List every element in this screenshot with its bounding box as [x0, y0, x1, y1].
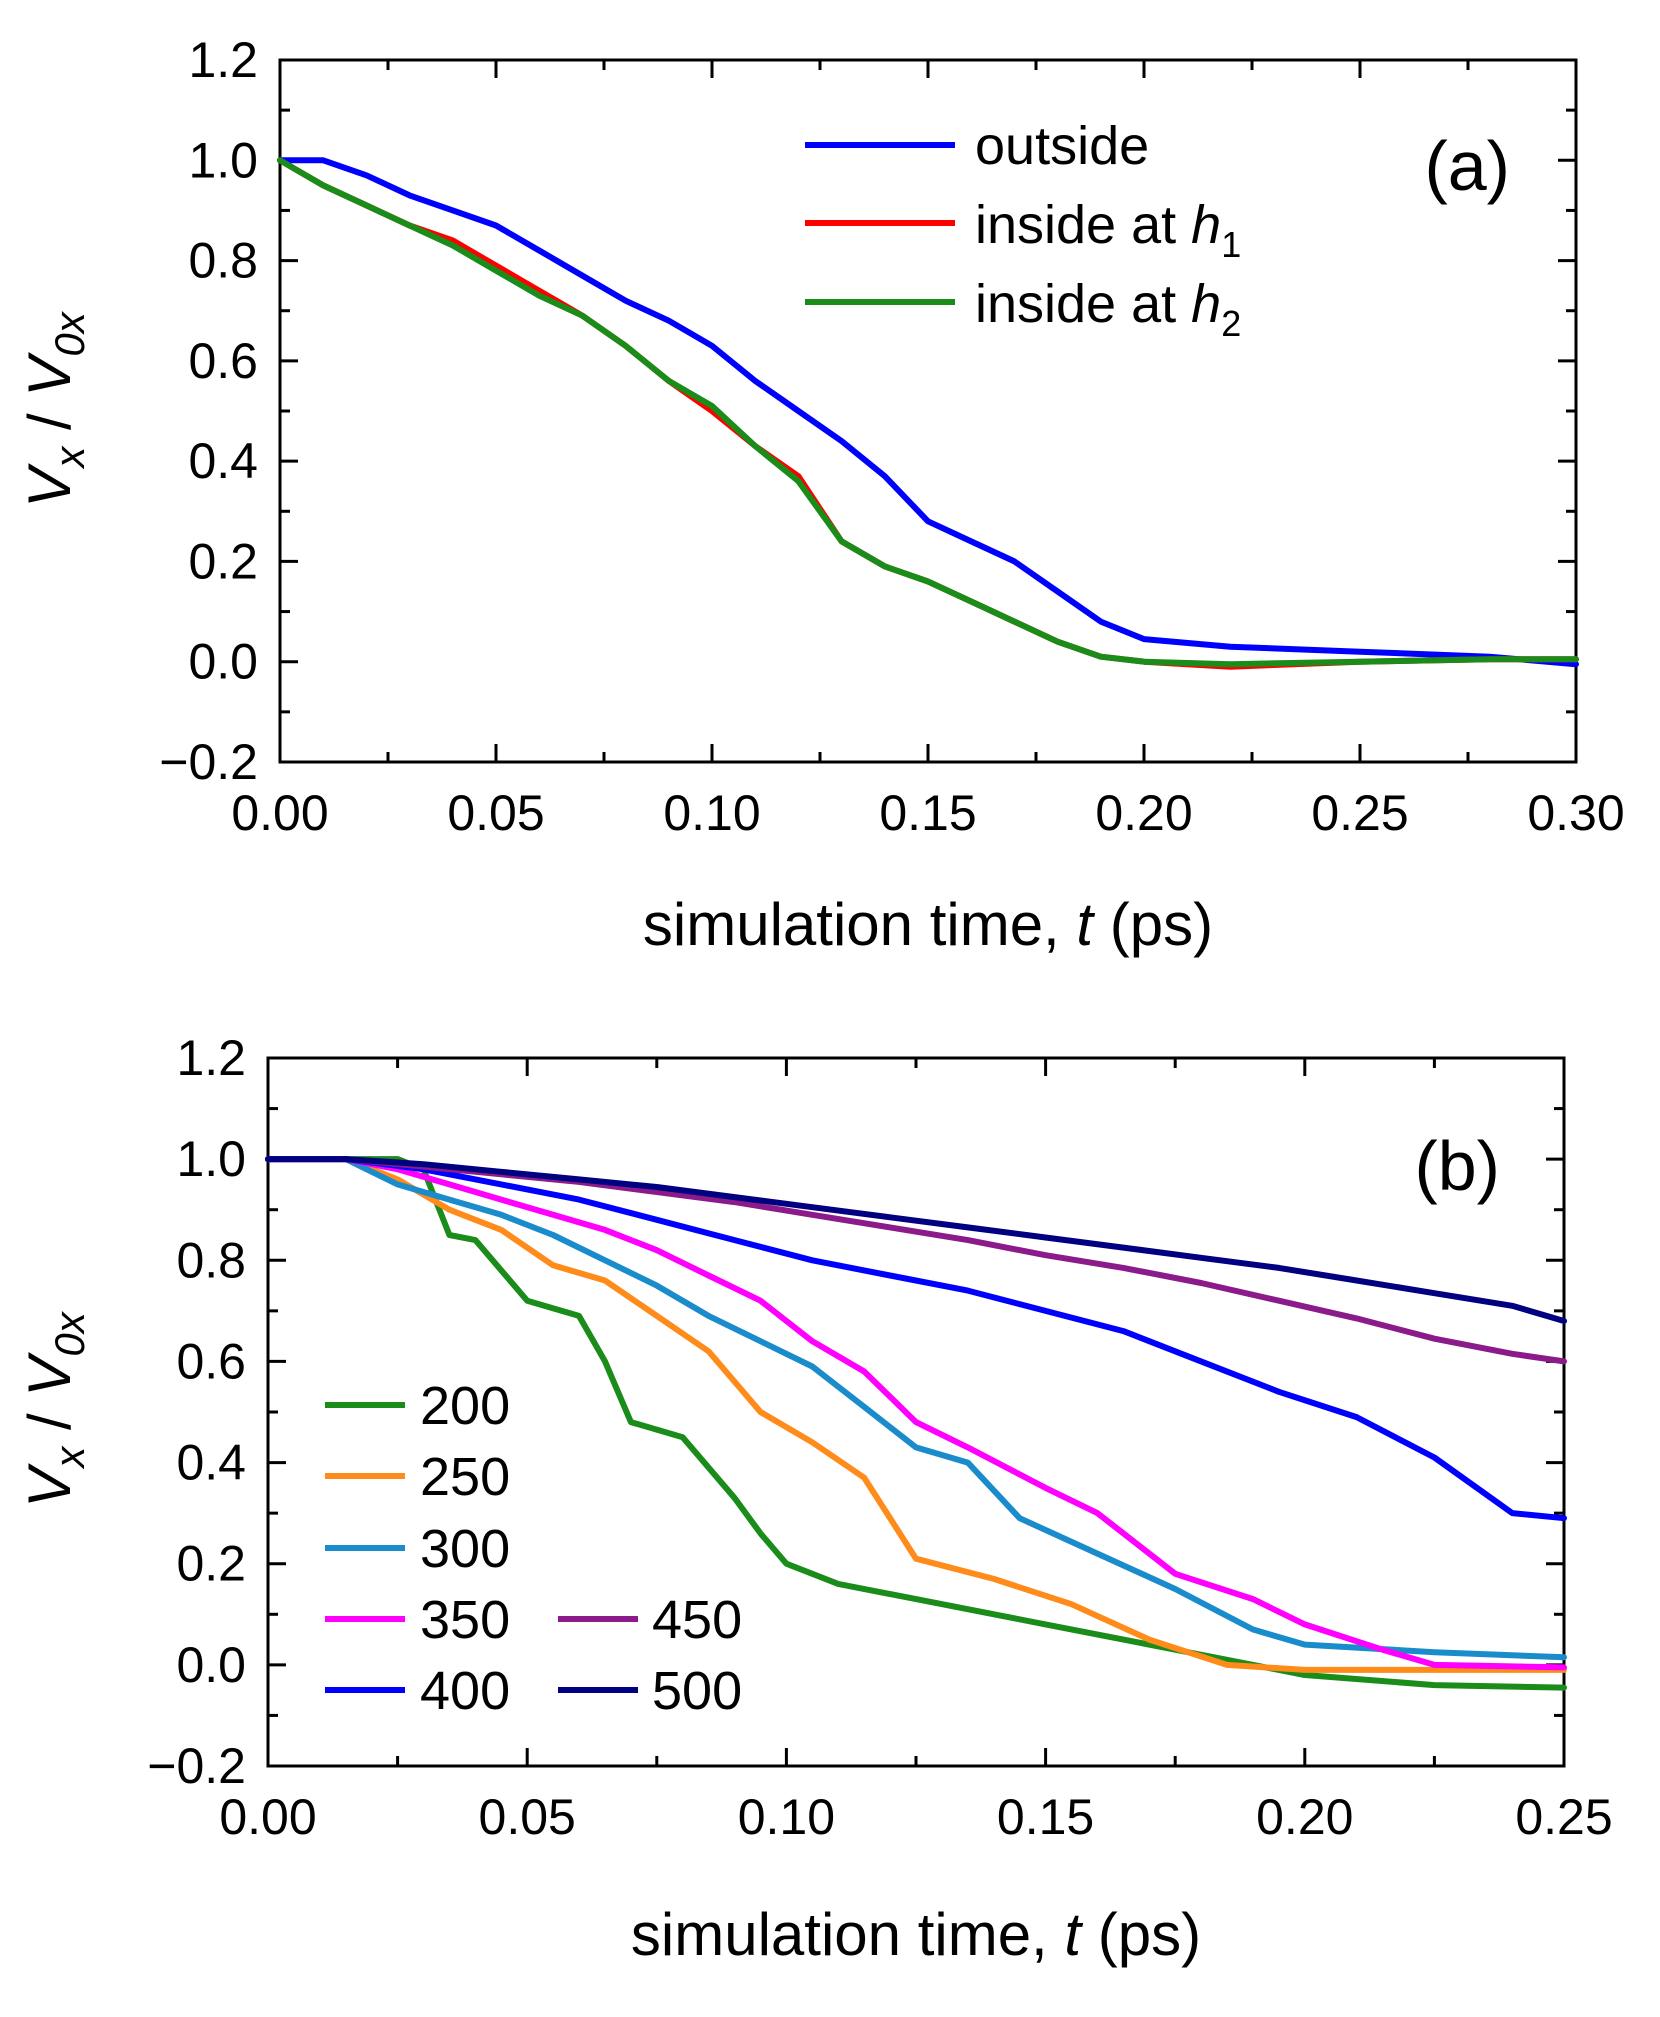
chart-panel-a: 0.00 0.05 0.10 0.15 0.20 0.25 0.30 −0.2 0.0 0.2 0.…: [16, 32, 1625, 958]
y-tick-label-a: −0.2: [159, 734, 258, 790]
legend-label-outside: outside: [975, 116, 1149, 176]
x-tick-label-a: 0.00: [231, 785, 328, 841]
y-tick-label-a: 0.6: [188, 333, 258, 389]
legend-a: outside inside at h1 inside at h2: [805, 116, 1241, 344]
series-line-b-200: [265, 1156, 1567, 1691]
series-group-b: [265, 1156, 1567, 1691]
y-tick-label-b: 0.2: [176, 1536, 246, 1592]
y-tick-label-b: 0.0: [176, 1637, 246, 1693]
plot-frame-a: [278, 58, 1578, 764]
legend-label-inside-h1: inside at h1: [975, 195, 1241, 265]
x-tick-label-a: 0.10: [663, 785, 760, 841]
legend-b: 200 250 300 350 400 450 500: [325, 1376, 742, 1721]
y-tick-label-b: 0.4: [176, 1435, 246, 1491]
axis-ticks-a: 0.00 0.05 0.10 0.15 0.20 0.25 0.30 −0.2 0.0 0.2 0.…: [159, 32, 1624, 841]
x-axis-label-b: simulation time, t (ps): [631, 1901, 1201, 1968]
y-tick-label-a: 0.0: [188, 634, 258, 690]
x-tick-label-a: 0.05: [447, 785, 544, 841]
series-group-a: [277, 157, 1579, 670]
x-tick-label-b: 0.05: [479, 1789, 576, 1845]
series-line-b-500: [265, 1156, 1567, 1324]
series-line-a-outside: [277, 157, 1579, 668]
y-tick-label-b: 1.0: [176, 1131, 246, 1187]
y-tick-label-a: 0.4: [188, 433, 258, 489]
legend-label-450: 450: [652, 1590, 742, 1650]
y-tick-label-a: 0.8: [188, 233, 258, 289]
axis-ticks-b: 0.00 0.05 0.10 0.15 0.20 0.25 −0.2 0.0 0.2 0.4 0.6…: [147, 1030, 1612, 1845]
x-tick-label-b: 0.20: [1256, 1789, 1353, 1845]
series-line-a-inside-at-h2: [277, 157, 1579, 668]
legend-label-500: 500: [652, 1661, 742, 1721]
legend-label-inside-h2: inside at h2: [975, 274, 1241, 344]
series-line-b-350: [265, 1156, 1567, 1671]
series-line-a-inside-at-h1: [277, 157, 1579, 670]
x-tick-label-a: 0.25: [1311, 785, 1408, 841]
legend-label-350: 350: [420, 1590, 510, 1650]
y-tick-label-b: −0.2: [147, 1738, 246, 1794]
panel-label-a: (a): [1424, 127, 1510, 205]
legend-label-300: 300: [420, 1519, 510, 1579]
y-tick-label-a: 0.2: [188, 533, 258, 589]
series-line-b-300: [265, 1156, 1567, 1661]
legend-label-400: 400: [420, 1661, 510, 1721]
x-tick-label-b: 0.10: [738, 1789, 835, 1845]
y-tick-label-b: 0.8: [176, 1232, 246, 1288]
y-tick-label-b: 1.2: [176, 1030, 246, 1086]
legend-label-200: 200: [420, 1376, 510, 1436]
y-axis-label-b: Vx / V0x: [16, 1310, 93, 1507]
x-tick-label-a: 0.20: [1095, 785, 1192, 841]
x-tick-label-a: 0.30: [1527, 785, 1624, 841]
x-axis-label-a: simulation time, t (ps): [643, 891, 1213, 958]
x-tick-label-b: 0.15: [997, 1789, 1094, 1845]
panel-label-b: (b): [1414, 1127, 1500, 1205]
y-tick-label-b: 0.6: [176, 1333, 246, 1389]
x-tick-label-a: 0.15: [879, 785, 976, 841]
y-axis-label-a: Vx / V0x: [16, 310, 93, 507]
series-line-b-250: [265, 1156, 1567, 1673]
x-tick-label-b: 0.25: [1515, 1789, 1612, 1845]
y-tick-label-a: 1.2: [188, 32, 258, 88]
x-tick-label-b: 0.00: [219, 1789, 316, 1845]
legend-label-250: 250: [420, 1447, 510, 1507]
series-line-b-400: [265, 1156, 1567, 1522]
chart-panel-b: 0.00 0.05 0.10 0.15 0.20 0.25 −0.2 0.0 0.2 0.4 0.6…: [16, 1030, 1613, 1968]
y-tick-label-a: 1.0: [188, 132, 258, 188]
